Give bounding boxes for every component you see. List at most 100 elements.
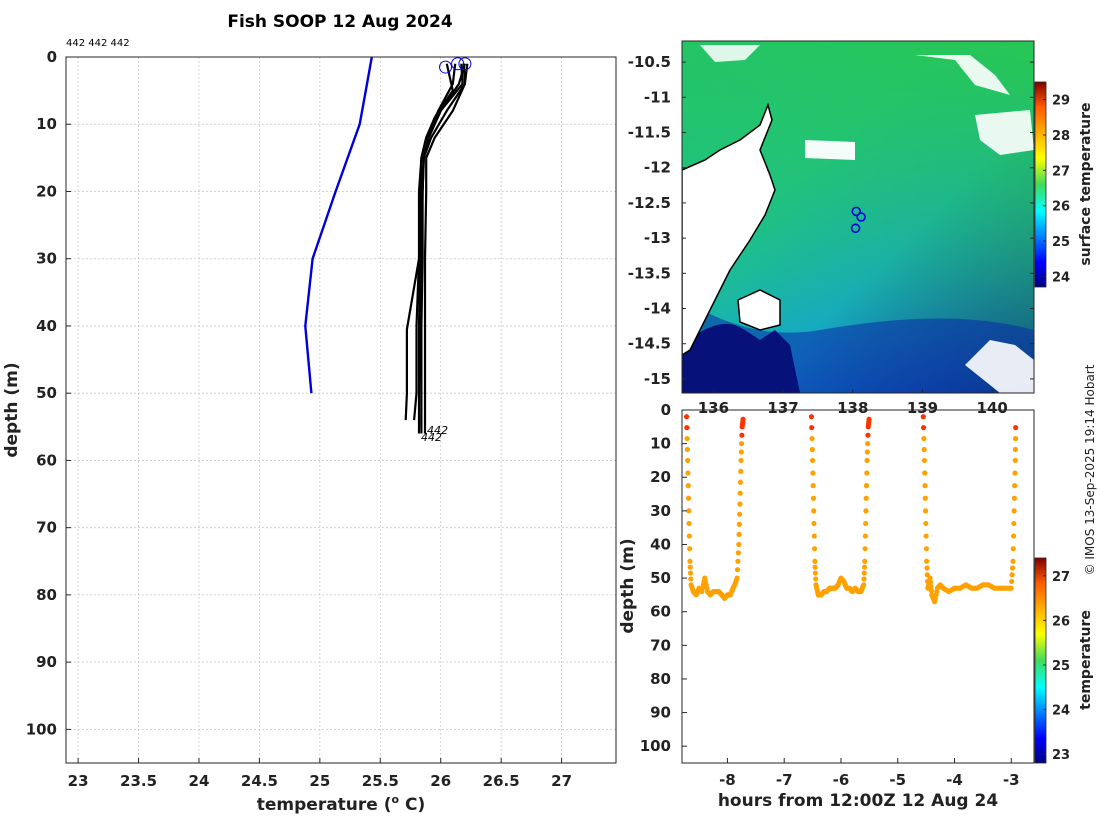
profile-y-axis-label: depth (m)	[2, 362, 22, 457]
x-tick-label: -3	[1003, 771, 1020, 789]
depth-time-point	[861, 582, 867, 588]
colorbar-tick-label: 24	[1052, 704, 1070, 719]
colorbar-tick-label: 25	[1052, 235, 1070, 250]
y-tick-label: 10	[36, 115, 57, 133]
sst-coastal-cold	[682, 323, 800, 393]
y-tick-label: 50	[650, 569, 671, 587]
depth-time-point	[737, 501, 743, 507]
depth-time-point	[740, 416, 746, 422]
depth-time-point	[927, 575, 933, 581]
depth-time-point	[811, 533, 817, 539]
map-lat-ticks: -10.5 -11 -11.5 -12 -12.5 -13 -13.5 -14 -14.5 -15	[628, 53, 1034, 388]
lon-tick-label: 140	[977, 399, 1008, 417]
lon-tick-label: 136	[698, 399, 729, 417]
y-tick-label: 70	[650, 636, 671, 654]
depth-time-point	[735, 558, 741, 564]
depth-time-point	[812, 558, 818, 564]
lon-tick-label: 139	[907, 399, 938, 417]
depth-time-point	[1012, 483, 1018, 489]
profile-plot-area	[66, 57, 616, 763]
depth-time-point	[864, 449, 870, 455]
depth-time-point	[928, 583, 934, 590]
colorbar-tick-label: 26	[1052, 200, 1070, 215]
depth-time-point	[688, 576, 694, 582]
lat-tick-label: -11.5	[628, 124, 671, 142]
y-tick-label: 20	[36, 182, 57, 200]
temperature-colorbar	[1034, 557, 1047, 764]
land-mass	[682, 102, 776, 356]
depth-time-point	[684, 435, 690, 442]
land-mass-south	[737, 289, 781, 331]
cloud-5	[700, 45, 760, 62]
x-tick-label: -4	[946, 771, 963, 789]
depth-time-point	[1013, 425, 1019, 431]
depth-time-point	[861, 576, 867, 582]
depth-time-x-axis-label: hours from 12:00Z 12 Aug 24	[718, 791, 999, 811]
depth-time-point	[687, 546, 693, 552]
x-tick-label: 23	[68, 772, 89, 790]
depth-time-point	[1009, 572, 1015, 578]
depth-time-point	[811, 546, 818, 552]
depth-time-point	[922, 495, 928, 501]
map-frame	[681, 40, 1035, 394]
y-tick-label: 0	[661, 401, 671, 419]
depth-time-point	[734, 575, 740, 581]
x-tick-label: -8	[719, 771, 736, 789]
cloud-4	[965, 340, 1034, 393]
depth-time-point	[923, 546, 930, 552]
y-tick-label: 40	[36, 317, 57, 335]
lat-tick-label: -13	[644, 229, 671, 247]
y-tick-label: 70	[36, 519, 57, 537]
x-tick-label: 24.5	[241, 772, 278, 790]
depth-time-point	[1012, 470, 1018, 476]
x-tick-label: 27	[551, 772, 572, 790]
depth-time-point	[1010, 558, 1016, 564]
depth-time-point	[864, 457, 870, 464]
depth-time-point	[811, 520, 817, 527]
depth-time-point	[921, 435, 927, 442]
tow-position-marker	[851, 206, 862, 217]
depth-time-point	[863, 520, 869, 527]
depth-time-point	[685, 470, 691, 476]
depth-time-point	[736, 531, 742, 537]
cloud-3	[975, 110, 1034, 155]
y-tick-label: 90	[36, 653, 57, 671]
depth-time-point	[685, 495, 692, 501]
lat-tick-label: -10.5	[628, 53, 671, 71]
x-tick-label: -6	[833, 771, 850, 789]
depth-time-point	[1010, 546, 1016, 552]
depth-time-point	[1009, 565, 1016, 571]
depth-time-point	[809, 425, 815, 431]
depth-time-point	[862, 558, 868, 564]
profile-end-label: 442	[427, 424, 448, 437]
depth-time-point	[684, 446, 690, 453]
lat-tick-label: -11	[644, 88, 671, 106]
profile-plot-frame	[65, 56, 617, 764]
depth-time-point	[813, 576, 819, 582]
profile-grid	[66, 56, 616, 763]
y-tick-label: 100	[26, 720, 57, 738]
depth-time-point	[922, 483, 928, 489]
copyright-notice: © IMOS 13-Sep-2025 19:14 Hobart	[1083, 364, 1097, 575]
depth-time-point	[809, 457, 816, 464]
depth-time-point	[865, 432, 871, 438]
colorbar-tick-label: 25	[1052, 659, 1070, 674]
profile-lines	[304, 56, 469, 434]
depth-time-point	[863, 483, 870, 489]
chart-title: Fish SOOP 12 Aug 2024	[227, 12, 453, 32]
profile-x-ticks: 23 23.5 24 24.5 25 25.5 26 26.5 27	[68, 758, 572, 790]
colorbar-tick-label: 26	[1052, 614, 1070, 629]
colorbar-tick-label: 27	[1052, 164, 1070, 179]
profile-end-label: 442	[421, 431, 442, 444]
map-colorbar-label: surface temperature	[1078, 102, 1094, 265]
depth-time-point	[739, 441, 745, 447]
y-tick-label: 30	[36, 250, 57, 268]
temperature-colorbar-ticks: 23 24 25 26 27	[1043, 570, 1070, 763]
depth-time-point	[810, 483, 816, 489]
depth-time-point	[861, 564, 868, 570]
depth-time-point	[686, 508, 692, 514]
depth-time-point	[687, 564, 693, 570]
depth-time-point	[862, 533, 868, 539]
x-tick-label: 25	[309, 772, 330, 790]
